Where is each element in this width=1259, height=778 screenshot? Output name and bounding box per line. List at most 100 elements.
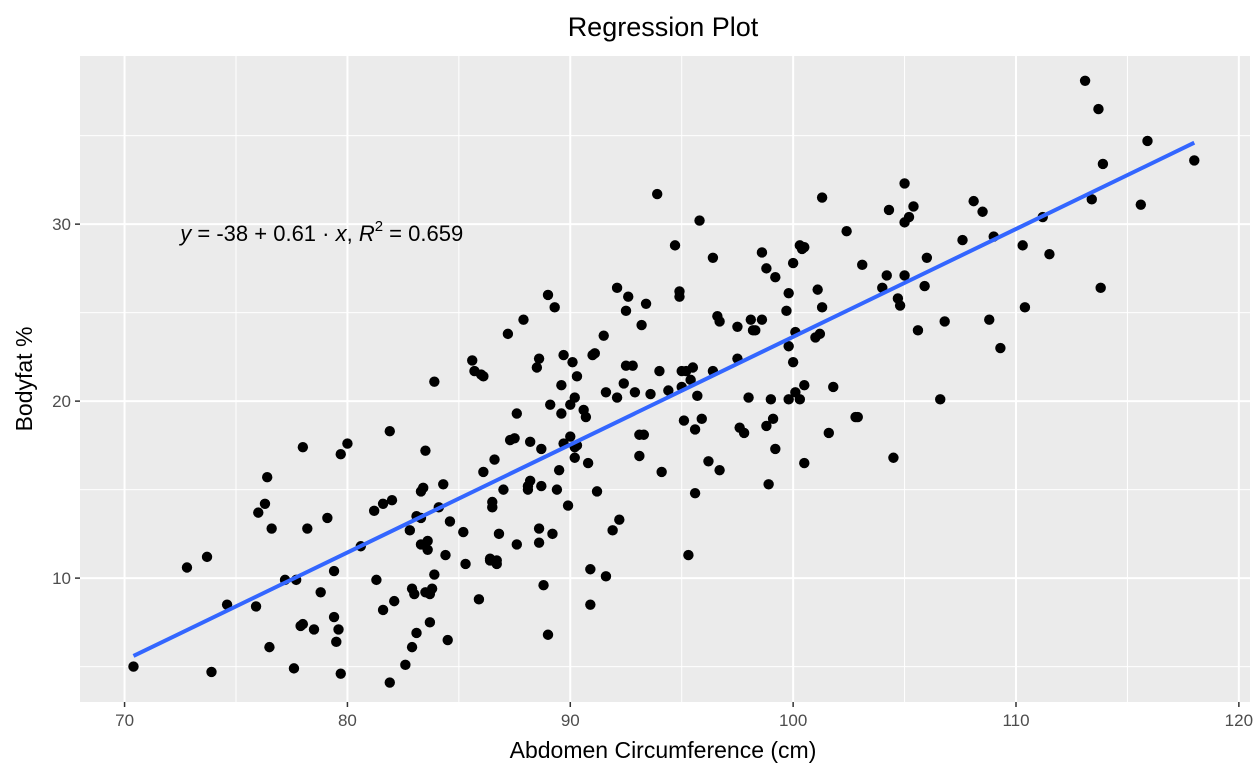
eq-y-var: y [178, 221, 193, 246]
data-point [738, 427, 750, 439]
data-point [763, 479, 774, 490]
data-point [743, 392, 754, 403]
data-point [694, 215, 705, 226]
y-axis-title: Bodyfat % [11, 327, 37, 432]
data-point [538, 579, 549, 591]
data-point [253, 507, 264, 518]
data-point [509, 433, 520, 444]
data-point [569, 392, 580, 403]
data-point [935, 394, 946, 405]
data-point [799, 379, 810, 391]
data-point [618, 378, 629, 389]
y-tick-label: 30 [52, 215, 71, 234]
eq-r-var: R [359, 221, 375, 246]
data-point [611, 282, 623, 294]
data-point [995, 342, 1006, 354]
data-point [881, 270, 892, 281]
data-point [487, 502, 498, 513]
data-point [652, 188, 663, 200]
data-point [787, 356, 799, 368]
data-point [181, 562, 193, 573]
data-point [703, 456, 714, 467]
data-point [266, 523, 277, 534]
data-point [562, 500, 574, 511]
data-point [384, 677, 395, 688]
data-point [411, 627, 422, 639]
data-point [939, 316, 950, 327]
data-point [308, 624, 320, 635]
data-point [406, 641, 418, 653]
data-point [524, 436, 536, 448]
regression-line [132, 140, 1196, 658]
data-point [977, 206, 988, 217]
data-point [565, 431, 576, 442]
data-point [533, 537, 545, 548]
data-point [264, 641, 275, 653]
data-point [440, 549, 451, 561]
data-point [498, 484, 509, 495]
data-point [761, 263, 772, 274]
data-point [511, 539, 522, 550]
major-gridlines [80, 56, 1250, 702]
data-point [689, 424, 701, 435]
data-point [828, 381, 839, 393]
data-point [756, 247, 768, 258]
data-point [899, 270, 910, 281]
data-point [589, 348, 600, 359]
data-point [781, 305, 792, 317]
data-point [1095, 282, 1106, 294]
data-point [841, 226, 852, 237]
data-point [857, 259, 868, 271]
data-point [582, 457, 594, 469]
data-point [783, 287, 794, 299]
data-point [1097, 158, 1109, 170]
data-point [460, 558, 471, 570]
data-point [823, 427, 834, 439]
data-point [442, 634, 453, 646]
data-point [262, 472, 273, 483]
data-point [1079, 75, 1091, 86]
data-point [1044, 249, 1055, 260]
x-tick-label: 80 [338, 711, 357, 730]
data-point [342, 438, 353, 449]
data-point [638, 429, 650, 440]
data-point [1093, 103, 1104, 115]
data-point [295, 620, 306, 632]
x-tick-label: 120 [1225, 711, 1253, 730]
data-point [478, 466, 489, 478]
data-point [333, 624, 344, 635]
data-point [571, 371, 583, 382]
eq-separator: , [347, 221, 359, 246]
data-point [467, 355, 478, 366]
minor-gridlines [80, 56, 1250, 702]
x-tick-label: 90 [561, 711, 580, 730]
data-point [591, 486, 603, 497]
data-point [429, 376, 440, 387]
data-point [794, 394, 806, 405]
data-point [493, 528, 505, 540]
data-point [511, 408, 522, 419]
data-point [600, 571, 612, 582]
data-point [645, 388, 656, 400]
data-point [770, 443, 781, 455]
eq-x-var: x [335, 221, 348, 246]
data-point [518, 314, 529, 325]
data-point [888, 452, 899, 463]
data-point [669, 240, 681, 251]
data-point [750, 325, 761, 336]
data-point [585, 599, 596, 610]
data-point [206, 666, 217, 678]
data-point [783, 341, 794, 352]
data-point [420, 445, 431, 456]
data-point [377, 498, 389, 509]
data-point [533, 353, 545, 364]
data-point [297, 441, 309, 453]
data-point [409, 588, 420, 600]
data-point [549, 302, 560, 313]
data-point [542, 289, 554, 301]
data-point [418, 482, 429, 494]
data-point [756, 314, 768, 325]
eq-coefficients: = -38 + 0.61 · [191, 221, 335, 246]
data-point [611, 392, 623, 403]
data-point [745, 314, 756, 325]
